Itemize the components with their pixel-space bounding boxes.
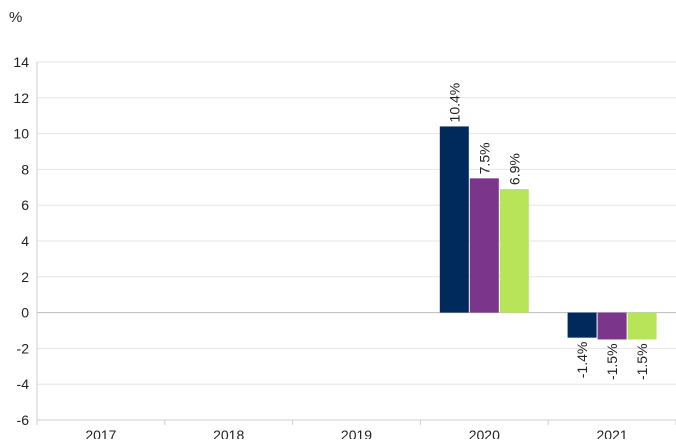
y-tick-label: -2: [17, 340, 30, 356]
x-tick-label: 2018: [213, 427, 244, 439]
x-tick-label: 2021: [597, 427, 628, 439]
data-label: 6.9%: [506, 153, 522, 185]
y-tick-label: 12: [13, 90, 29, 106]
gridlines: [37, 61, 676, 385]
x-tick-label: 2020: [469, 427, 500, 439]
bar: [597, 312, 627, 340]
y-tick-label: 2: [21, 269, 29, 285]
y-tick-label: 4: [21, 233, 29, 249]
y-tick-label: 14: [13, 54, 29, 70]
bar: [627, 312, 657, 340]
y-tick-label: 8: [21, 161, 29, 177]
bar: [499, 189, 529, 313]
y-axis-label: %: [9, 9, 22, 26]
data-label: 10.4%: [446, 83, 462, 123]
y-tick-label: 0: [21, 305, 29, 321]
data-label: -1.5%: [604, 343, 620, 380]
y-tick-label: 6: [21, 197, 29, 213]
y-tick-label: -4: [17, 376, 30, 392]
bars: [439, 126, 657, 340]
data-label: -1.4%: [574, 342, 590, 379]
data-label: -1.5%: [634, 343, 650, 380]
x-tick-label: 2019: [341, 427, 372, 439]
bar: [567, 312, 597, 338]
x-tick-label: 2017: [85, 427, 116, 439]
data-label: 7.5%: [476, 142, 492, 174]
y-tick-label: -6: [17, 412, 30, 428]
axes: 14 12 10 8 6 4 2 0 -2 -4 -6 2017 2018 2019 2020 2021: [13, 54, 676, 443]
bar: [469, 178, 499, 313]
y-tick-label: 10: [13, 126, 29, 142]
bar: [439, 126, 469, 313]
data-labels: 10.4% -1.4% 7.5% -1.5% 6.9% -1.5%: [446, 83, 650, 380]
